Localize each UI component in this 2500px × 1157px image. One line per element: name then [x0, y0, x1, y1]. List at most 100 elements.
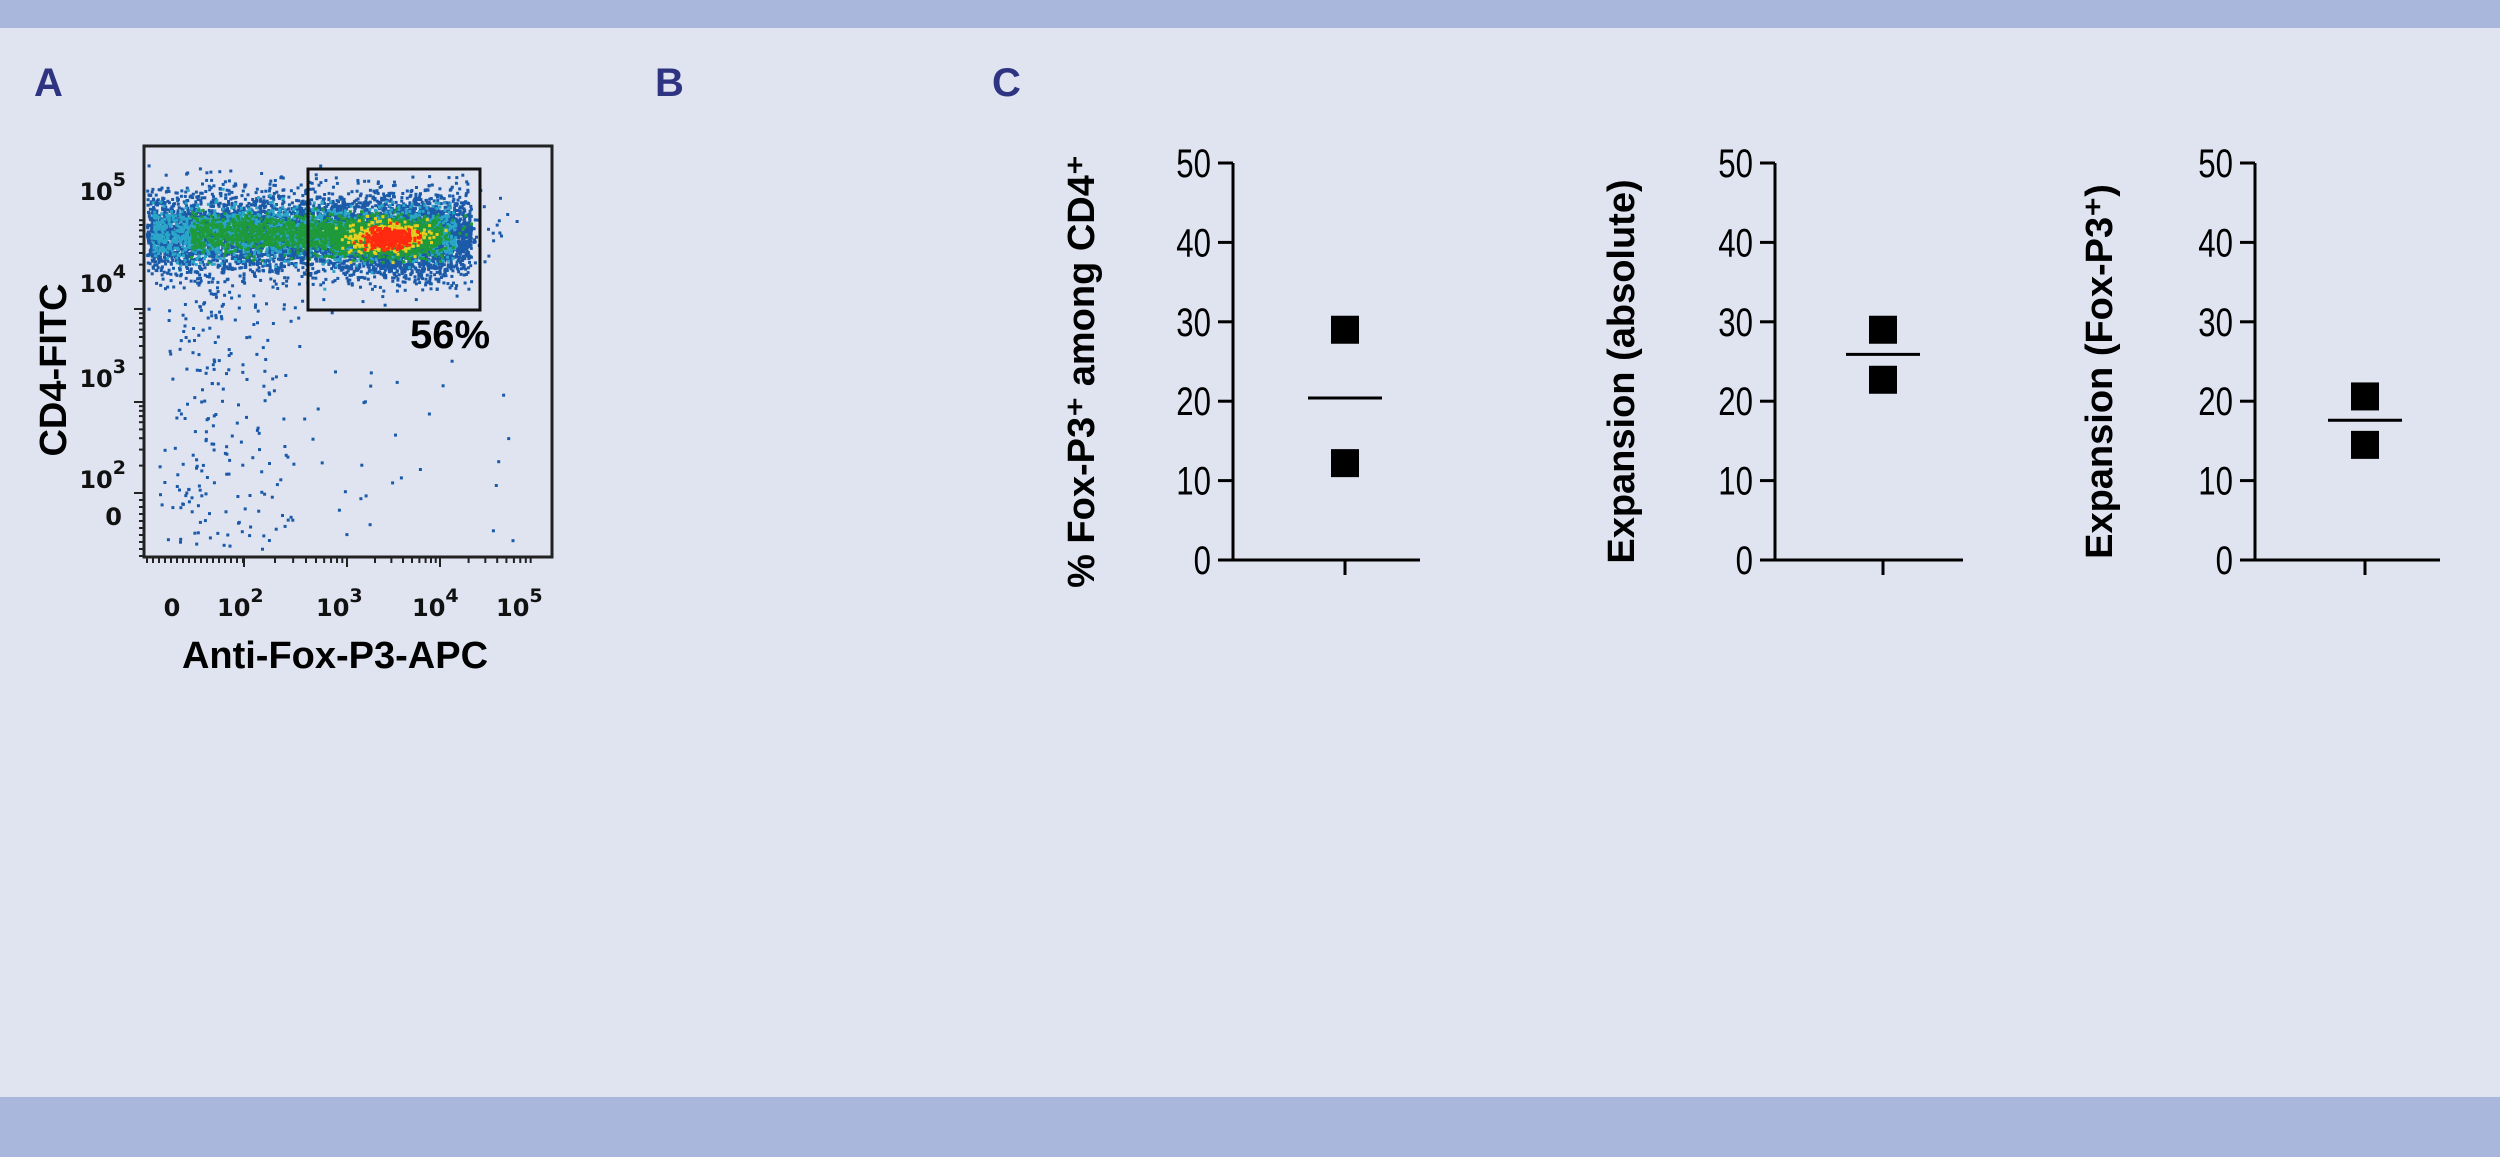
- density-dot: [324, 179, 328, 182]
- density-dot: [151, 187, 155, 191]
- density-dot: [268, 263, 272, 267]
- density-dot: [428, 175, 432, 179]
- density-dot: [185, 212, 189, 216]
- density-dot: [181, 260, 185, 264]
- density-dot: [298, 205, 302, 209]
- density-dot: [176, 202, 180, 206]
- density-dot: [157, 255, 161, 259]
- density-dot: [390, 264, 394, 268]
- density-dot: [257, 216, 261, 220]
- density-dot: [422, 269, 426, 273]
- density-dot: [147, 307, 151, 311]
- density-dot: [192, 251, 196, 255]
- density-dot: [161, 259, 164, 263]
- density-dot: [242, 208, 245, 212]
- density-dot: [186, 199, 190, 203]
- density-dot: [195, 195, 199, 199]
- density-dot: [331, 192, 335, 196]
- density-dot: [211, 258, 215, 262]
- density-dot: [222, 203, 226, 207]
- density-dot: [435, 205, 439, 209]
- density-dot: [268, 186, 272, 190]
- density-dot: [241, 261, 245, 265]
- density-dot: [304, 200, 308, 204]
- density-dot: [187, 254, 191, 258]
- density-dot: [356, 181, 360, 185]
- density-dot: [296, 268, 300, 272]
- density-dot: [301, 261, 305, 265]
- density-dot: [332, 185, 335, 189]
- density-dot: [179, 194, 183, 198]
- panel-label-b: B: [655, 61, 684, 105]
- density-dot: [294, 262, 298, 265]
- density-dot: [315, 197, 319, 201]
- density-dot: [210, 234, 213, 238]
- density-dot: [150, 216, 154, 220]
- density-dot: [327, 262, 331, 266]
- density-dot: [309, 273, 313, 277]
- density-dot: [174, 244, 178, 248]
- density-dot: [248, 258, 252, 262]
- density-dot: [209, 251, 213, 255]
- density-dot: [159, 269, 163, 273]
- density-dot: [295, 226, 299, 230]
- density-dot: [269, 196, 273, 200]
- density-dot: [217, 255, 221, 259]
- density-dot: [216, 280, 220, 284]
- density-dot: [354, 268, 358, 272]
- density-dot: [334, 266, 338, 269]
- density-dot: [317, 183, 321, 187]
- density-dot: [467, 225, 471, 229]
- density-dot: [233, 267, 237, 271]
- density-dot: [448, 217, 451, 221]
- density-dot: [299, 246, 303, 250]
- density-dot: [428, 201, 432, 205]
- density-dot: [346, 217, 350, 221]
- density-dot: [210, 200, 213, 204]
- density-dot: [431, 208, 435, 212]
- density-dot: [461, 266, 465, 270]
- density-dot: [194, 190, 198, 194]
- density-dot: [209, 186, 213, 190]
- density-dot: [199, 267, 203, 271]
- density-dot: [257, 210, 261, 214]
- density-dot: [359, 201, 363, 205]
- density-dot: [273, 179, 277, 182]
- density-dot: [363, 208, 366, 212]
- density-dot: [242, 277, 246, 280]
- density-dot: [251, 198, 255, 201]
- density-dot: [432, 211, 436, 214]
- density-dot: [245, 258, 249, 262]
- density-dot: [284, 248, 288, 252]
- density-dot: [339, 268, 343, 272]
- density-dot: [353, 209, 357, 213]
- density-dot: [415, 257, 419, 260]
- density-dot: [243, 197, 247, 201]
- density-dot: [241, 189, 245, 193]
- density-dot: [465, 249, 469, 253]
- density-dot: [438, 187, 442, 191]
- density-dot: [189, 194, 193, 198]
- density-dot: [205, 178, 209, 182]
- density-dot: [324, 277, 328, 281]
- density-dot: [365, 208, 369, 212]
- density-dot: [265, 302, 268, 306]
- density-dot: [219, 194, 223, 198]
- density-dot: [148, 234, 152, 238]
- density-dot: [188, 263, 191, 267]
- density-dot: [227, 200, 230, 203]
- density-dot: [241, 280, 245, 283]
- density-dot: [408, 201, 412, 205]
- density-dot: [160, 273, 164, 277]
- density-dot: [230, 257, 234, 261]
- density-dot: [393, 183, 397, 187]
- density-dot: [241, 252, 245, 256]
- density-dot: [380, 254, 384, 258]
- density-dot: [459, 217, 463, 221]
- density-dot: [467, 239, 471, 243]
- density-dot: [428, 197, 432, 201]
- density-dot: [282, 241, 286, 245]
- density-dot: [327, 250, 331, 254]
- density-dot: [407, 277, 411, 281]
- density-dot: [301, 266, 305, 270]
